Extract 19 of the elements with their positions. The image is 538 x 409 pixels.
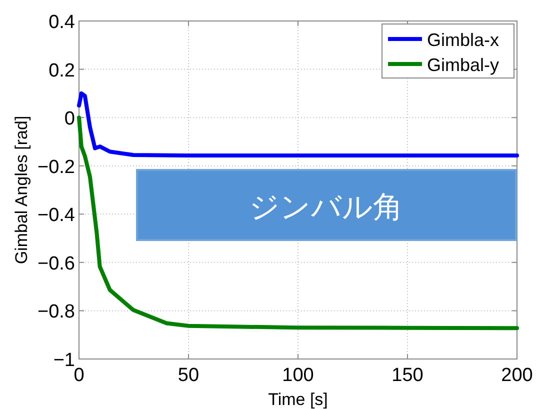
legend-label: Gimbal-y xyxy=(427,55,500,75)
y-tick-label: −0.6 xyxy=(37,253,75,274)
y-tick-label: 0.2 xyxy=(48,60,75,82)
line-series xyxy=(77,91,519,158)
y-tick-label: −1 xyxy=(53,350,75,371)
y-tick-label: 0 xyxy=(64,108,75,130)
legend-label: Gimbla-x xyxy=(427,30,500,50)
x-axis-title: Time [s] xyxy=(268,390,328,409)
x-tick-label: 50 xyxy=(178,365,200,386)
y-tick-label: 0.4 xyxy=(48,12,76,33)
y-axis-title: Gimbal Angles [rad] xyxy=(12,116,31,264)
x-tick-label: 100 xyxy=(282,365,314,386)
y-tick-label: −0.4 xyxy=(37,205,76,226)
line-series xyxy=(77,116,519,330)
x-tick-label: 150 xyxy=(392,365,424,386)
y-tick-label: −0.8 xyxy=(37,302,75,323)
y-tick-label: −0.2 xyxy=(37,156,75,178)
x-tick-label: 200 xyxy=(501,365,533,386)
annotation: ジンバル角 xyxy=(249,191,403,224)
